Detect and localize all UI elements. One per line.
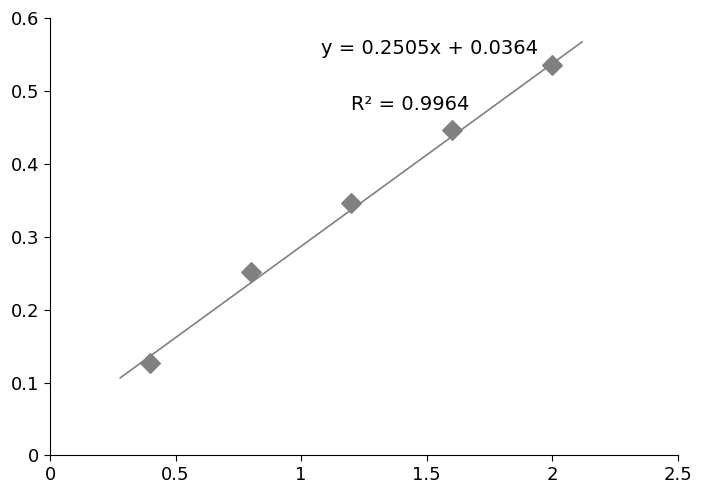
Text: y = 0.2505x + 0.0364: y = 0.2505x + 0.0364 bbox=[321, 39, 538, 58]
Point bbox=[245, 268, 257, 276]
Point bbox=[446, 126, 457, 134]
Point bbox=[145, 359, 156, 367]
Point bbox=[346, 198, 357, 206]
Text: R² = 0.9964: R² = 0.9964 bbox=[352, 95, 470, 114]
Point bbox=[546, 61, 557, 69]
